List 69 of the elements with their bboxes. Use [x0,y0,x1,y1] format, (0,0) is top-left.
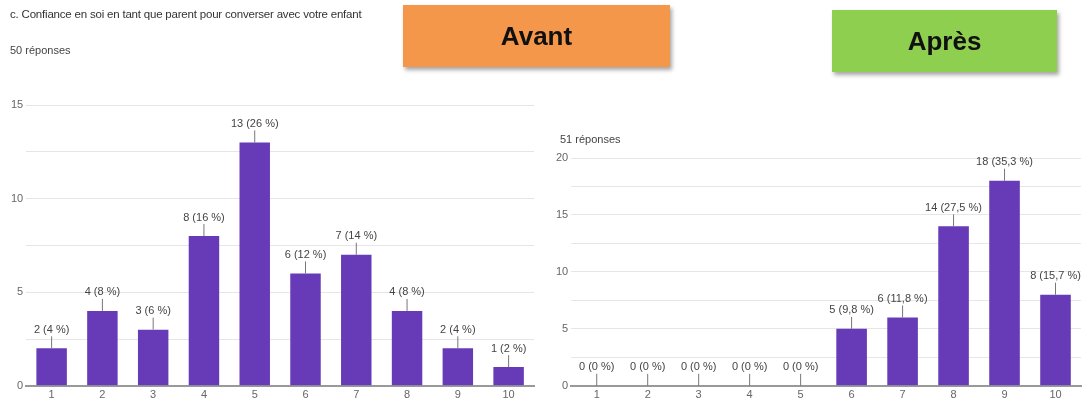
bar [188,236,220,386]
data-label: 8 (16 %) [183,210,225,223]
data-label: 8 (15,7 %) [1030,269,1081,282]
bar [887,317,918,386]
x-tick-label: 3 [150,388,157,401]
x-tick-label: 6 [302,388,309,401]
x-tick-label: 4 [200,388,208,401]
chart-subtitle: 50 réponses [10,44,71,56]
x-tick-label: 7 [353,388,360,401]
x-tick-label: 10 [502,388,515,401]
x-tick-label: 3 [695,388,702,401]
y-tick-label: 0 [562,378,569,391]
data-label: 7 (14 %) [335,229,378,242]
data-label: 0 (0 %) [731,360,768,373]
data-label: 1 (2 %) [490,341,527,354]
bar [87,310,118,386]
data-label: 6 (12 %) [284,248,327,261]
text: Avant [403,5,670,67]
x-tick-label: 8 [950,388,957,401]
data-label: 6 (11,8 %) [877,291,928,304]
x-tick-label: 2 [644,388,651,401]
x-tick-label: 9 [454,388,461,401]
bar [391,310,423,386]
data-label: 4 (8 %) [84,285,121,298]
y-tick-label: 15 [10,98,24,111]
bar [290,273,321,386]
y-tick-label: 5 [562,321,569,334]
text: Après [832,10,1057,72]
data-label: 14 (27,5 %) [925,200,982,213]
data-label: 13 (26 %) [230,116,279,129]
x-tick-label: 2 [99,388,106,401]
bar [341,254,372,386]
y-tick-label: 10 [10,191,24,204]
y-tick-label: 0 [17,378,24,391]
x-tick-label: 5 [797,388,804,401]
bar [442,348,474,386]
bar [36,348,67,386]
x-tick-label: 5 [251,388,258,401]
data-label: 0 (0 %) [782,360,819,373]
bar [938,226,969,386]
x-tick-label: 1 [48,388,55,401]
x-tick-label: 6 [848,388,855,401]
data-label: 0 (0 %) [578,360,615,373]
data-label: 4 (8 %) [389,285,425,298]
x-tick-label: 9 [1001,388,1008,401]
bar [239,142,270,386]
bar [1040,294,1071,386]
data-label: 5 (9,8 %) [829,303,874,316]
y-tick-label: 20 [555,151,569,164]
bar [836,328,867,386]
y-tick-label: 5 [17,285,24,298]
bar [137,329,169,386]
y-tick-label: 10 [555,264,569,277]
x-tick-label: 1 [593,388,600,401]
chart-subtitle: 51 réponses [560,133,621,145]
data-label: 0 (0 %) [629,360,666,373]
x-tick-label: 4 [746,388,753,401]
chart-title: c. Confiance en soi en tant que parent pour converser avec votre enfant [10,8,362,20]
data-label: 2 (4 %) [440,322,476,335]
y-tick-label: 15 [555,207,569,220]
data-label: 18 (35,3 %) [976,155,1033,168]
data-label: 2 (4 %) [33,322,70,335]
x-tick-label: 10 [1049,388,1062,401]
data-label: 0 (0 %) [680,360,717,373]
bar [989,180,1020,386]
x-tick-label: 7 [899,388,906,401]
x-tick-label: 8 [404,388,411,401]
data-label: 3 (6 %) [135,304,171,317]
bar [493,367,524,386]
